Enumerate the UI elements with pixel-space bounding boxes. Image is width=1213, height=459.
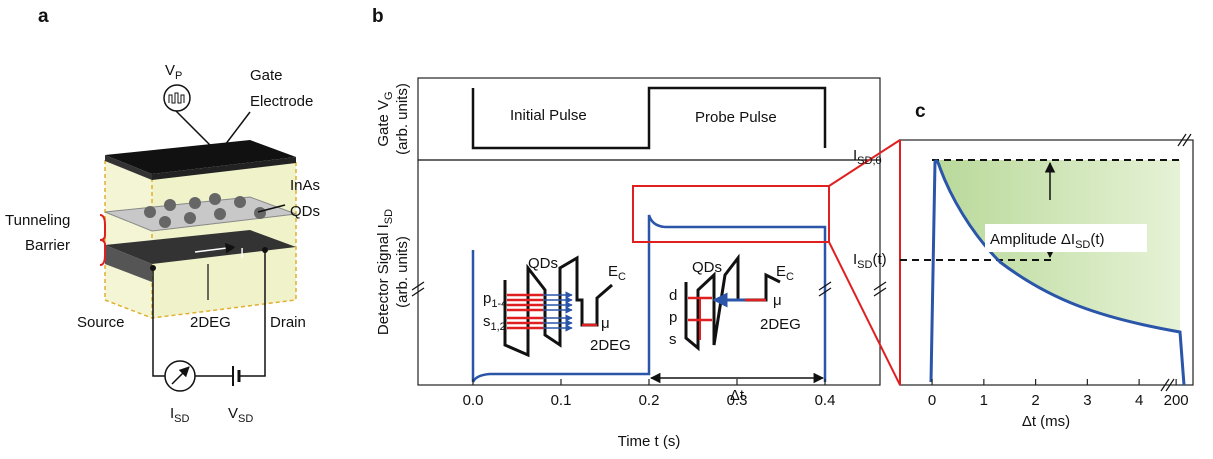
panel-label: b bbox=[372, 6, 384, 27]
label: I bbox=[170, 405, 174, 422]
label-box bbox=[985, 224, 1147, 252]
decay-trace bbox=[929, 159, 1186, 386]
label-vp: VP bbox=[165, 62, 182, 82]
label: I bbox=[853, 251, 857, 268]
label: Gate V bbox=[375, 100, 392, 147]
label-2deg: 2DEG bbox=[190, 314, 231, 331]
label-barrier: Tunneling bbox=[5, 212, 70, 229]
label-barrier: Barrier bbox=[25, 237, 70, 254]
gate-trace bbox=[471, 86, 827, 150]
label: p bbox=[483, 290, 491, 307]
axis-break bbox=[1160, 133, 1192, 392]
label: Detector Signal I bbox=[375, 224, 392, 335]
y-axis-label: Detector Signal ISD bbox=[375, 209, 395, 335]
band-diagram bbox=[684, 253, 781, 352]
y-axis-label: (arb. units) bbox=[394, 83, 411, 155]
label-sub: P bbox=[175, 70, 182, 82]
label: s bbox=[483, 313, 491, 330]
label-source: Source bbox=[77, 314, 125, 331]
detector-trace bbox=[471, 214, 827, 383]
x-tick-label: 0.2 bbox=[639, 392, 660, 409]
zoom-line bbox=[828, 241, 901, 386]
inset-label: p1-4 bbox=[483, 290, 507, 310]
zoom-box bbox=[632, 185, 830, 243]
band-diagram bbox=[503, 255, 613, 358]
x-tick-label: 4 bbox=[1135, 392, 1143, 409]
label-qds: QDs bbox=[290, 203, 320, 220]
label-qds: InAs bbox=[290, 177, 320, 194]
inset-label: 2DEG bbox=[590, 337, 631, 354]
label-sub: SD bbox=[238, 413, 253, 425]
annotation: Initial Pulse bbox=[510, 107, 587, 124]
x-tick-label: 0.3 bbox=[727, 392, 748, 409]
inset-label: QDs bbox=[528, 255, 558, 272]
zoom-line bbox=[828, 139, 901, 187]
annotation: Probe Pulse bbox=[695, 109, 777, 126]
label: I bbox=[853, 147, 857, 164]
label-sub: 1,2 bbox=[491, 321, 506, 333]
label-sub: C bbox=[618, 271, 626, 283]
label-sub: G bbox=[383, 91, 395, 100]
panel-label: a bbox=[38, 6, 49, 27]
x-tick-label: 0 bbox=[928, 392, 936, 409]
inset-label: μ bbox=[601, 315, 610, 332]
inset-label: p bbox=[669, 309, 677, 326]
device bbox=[99, 84, 297, 392]
x-tick-label: 0.1 bbox=[551, 392, 572, 409]
x-tick-label: 0.0 bbox=[463, 392, 484, 409]
label: V bbox=[165, 62, 175, 79]
x-tick-label: 1 bbox=[980, 392, 988, 409]
x-tick-label: 0.4 bbox=[815, 392, 836, 409]
label: E bbox=[776, 263, 786, 280]
annotation: ISD(t) bbox=[853, 251, 887, 271]
x-axis-label: Δt (ms) bbox=[1022, 413, 1070, 430]
annotation: ISD,0 bbox=[853, 147, 882, 167]
label-sub: SD bbox=[174, 413, 189, 425]
label-sub: SD,0 bbox=[857, 155, 881, 167]
panel-label: c bbox=[915, 101, 926, 122]
axis-break bbox=[411, 281, 887, 297]
x-tick-label: 2 bbox=[1031, 392, 1039, 409]
inset-label: μ bbox=[773, 292, 782, 309]
label: (t) bbox=[1090, 231, 1104, 248]
label-sub: SD bbox=[1075, 239, 1090, 251]
label-drain: Drain bbox=[270, 314, 306, 331]
y-axis-label: Gate VG bbox=[375, 91, 395, 146]
annotation: Amplitude ΔISD(t) bbox=[990, 231, 1105, 251]
label-vsd: VSD bbox=[228, 405, 253, 425]
inset-label: s1,2 bbox=[483, 313, 506, 333]
label: V bbox=[228, 405, 238, 422]
label-sub: 1-4 bbox=[491, 298, 507, 310]
label-gate: Electrode bbox=[250, 93, 313, 110]
annotation: Δt bbox=[730, 387, 745, 404]
inset-label: EC bbox=[608, 263, 626, 283]
inset-label: s bbox=[669, 331, 677, 348]
label-sub: C bbox=[786, 271, 794, 283]
x-tick-label: 3 bbox=[1083, 392, 1091, 409]
label: (t) bbox=[872, 251, 886, 268]
inset-label: 2DEG bbox=[760, 316, 801, 333]
x-tick-label: 200 bbox=[1164, 392, 1189, 409]
label: E bbox=[608, 263, 618, 280]
label-sub: SD bbox=[857, 259, 872, 271]
label-current: I bbox=[240, 245, 244, 262]
label-sub: SD bbox=[383, 209, 395, 224]
y-axis-label: (arb. units) bbox=[394, 236, 411, 308]
label-isd: ISD bbox=[170, 405, 190, 425]
label-gate: Gate bbox=[250, 67, 283, 84]
inset-label: QDs bbox=[692, 259, 722, 276]
label: Amplitude ΔI bbox=[990, 231, 1075, 248]
x-axis-label: Time t (s) bbox=[618, 433, 681, 450]
inset-label: d bbox=[669, 287, 677, 304]
inset-label: EC bbox=[776, 263, 794, 283]
